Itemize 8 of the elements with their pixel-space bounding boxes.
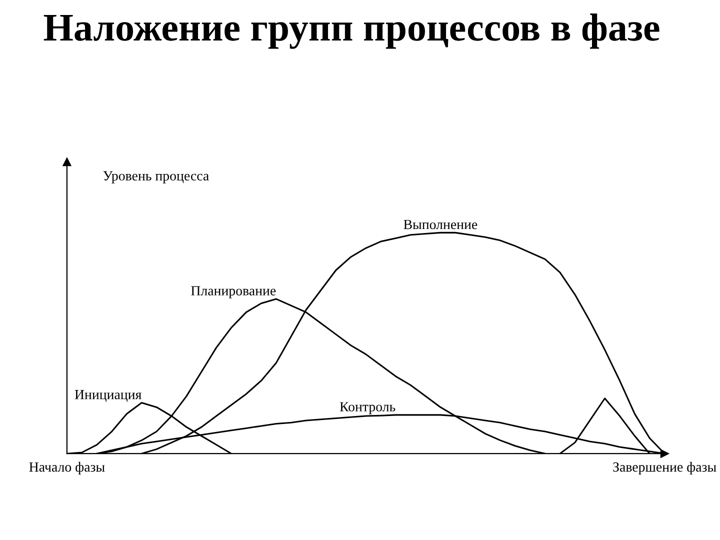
series-label: Планирование — [191, 286, 276, 298]
series-label: Контроль — [340, 402, 396, 414]
y-axis-title: Уровень процесса — [103, 171, 209, 184]
series-label: Выполнение — [404, 220, 478, 230]
chart-title: Наложение групп процессов в фазе — [44, 14, 660, 49]
series-label: Инициация — [74, 390, 142, 402]
x-tick-label: Завершение фазы — [613, 462, 716, 475]
x-tick-label: Начало фазы — [29, 462, 105, 475]
